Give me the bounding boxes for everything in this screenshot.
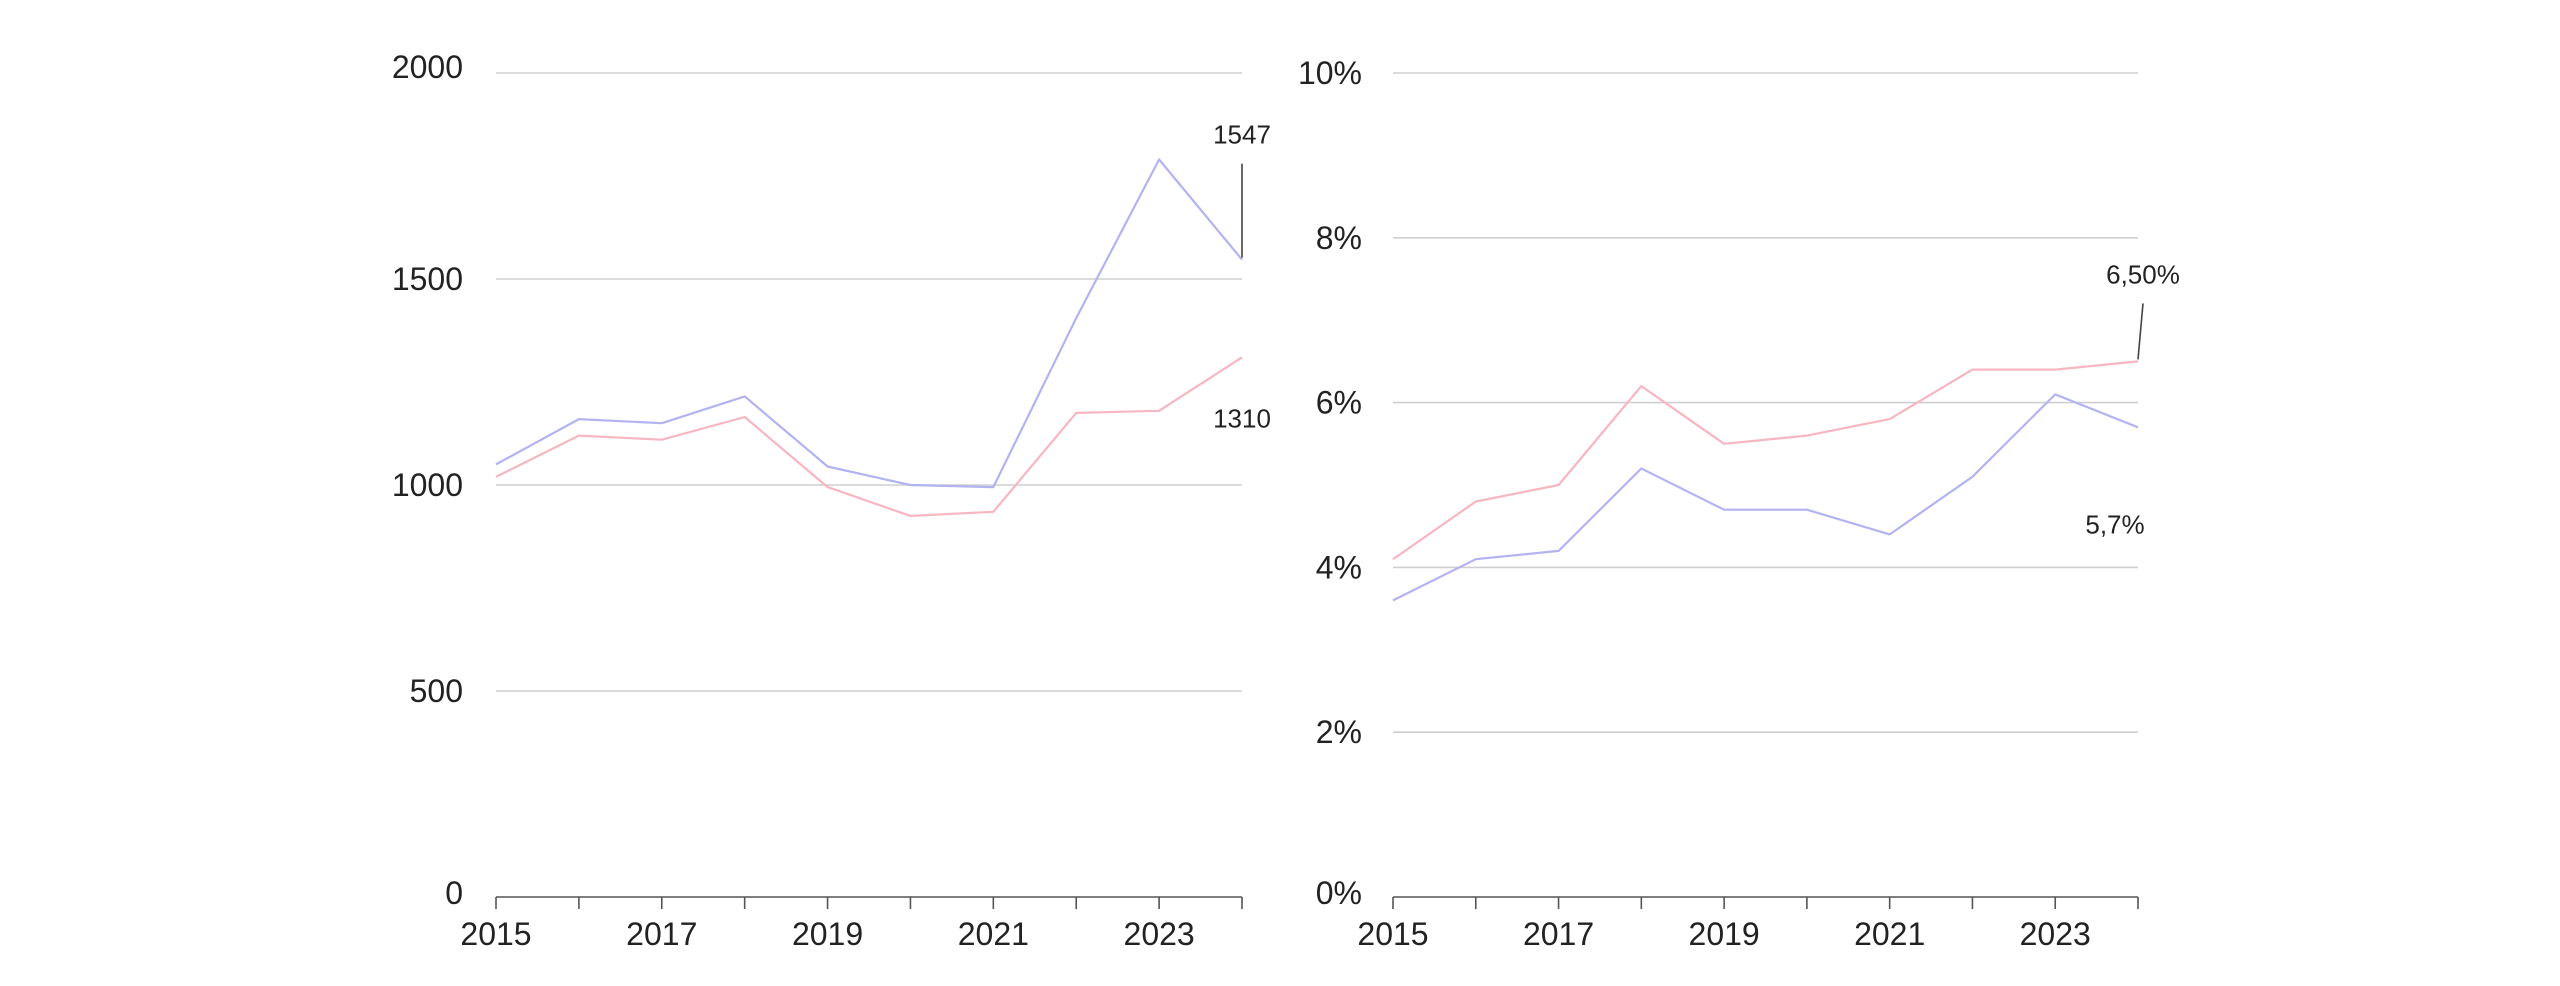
data-label: 5,7% bbox=[2085, 509, 2144, 539]
y-tick-label: 2000 bbox=[392, 49, 463, 85]
data-label: 1547 bbox=[1213, 120, 1271, 150]
y-tick-label: 4% bbox=[1316, 549, 1362, 585]
y-tick-label: 1500 bbox=[392, 261, 463, 297]
y-tick-label: 500 bbox=[410, 673, 463, 709]
series-line-1 bbox=[495, 158, 1243, 489]
annotation-leader bbox=[2137, 303, 2144, 360]
x-tick-label: 2023 bbox=[1124, 916, 1195, 952]
series-line-2 bbox=[495, 356, 1243, 518]
x-tick-label: 2021 bbox=[958, 916, 1029, 952]
x-tick-label: 2019 bbox=[792, 916, 863, 952]
x-tick-label: 2023 bbox=[2020, 916, 2091, 952]
x-tick-label: 2017 bbox=[626, 916, 697, 952]
x-tick-label: 2021 bbox=[1854, 916, 1925, 952]
x-tick-label: 2015 bbox=[460, 916, 531, 952]
data-label: 6,50% bbox=[2106, 259, 2180, 289]
series-line-1 bbox=[1392, 360, 2139, 561]
y-tick-label: 0 bbox=[445, 875, 463, 911]
y-tick-label: 2% bbox=[1316, 714, 1362, 750]
y-tick-label: 10% bbox=[1298, 55, 1362, 91]
x-tick-label: 2015 bbox=[1357, 916, 1428, 952]
series-line-2 bbox=[1392, 393, 2139, 602]
y-tick-label: 0% bbox=[1316, 875, 1362, 911]
chart-left: 0 500 1000 1500 2000 2015 2017 2019 2021 2023 1547… bbox=[392, 49, 1271, 952]
data-label: 1310 bbox=[1213, 403, 1271, 433]
y-tick-label: 8% bbox=[1316, 220, 1362, 256]
y-tick-label: 1000 bbox=[392, 467, 463, 503]
x-tick-label: 2019 bbox=[1689, 916, 1760, 952]
x-tick-label: 2017 bbox=[1523, 916, 1594, 952]
y-tick-label: 6% bbox=[1316, 385, 1362, 421]
chart-right: 0% 2% 4% 6% 8% 10% 2015 2017 2019 2021 2023 6,50% 5,… bbox=[1298, 55, 2180, 952]
